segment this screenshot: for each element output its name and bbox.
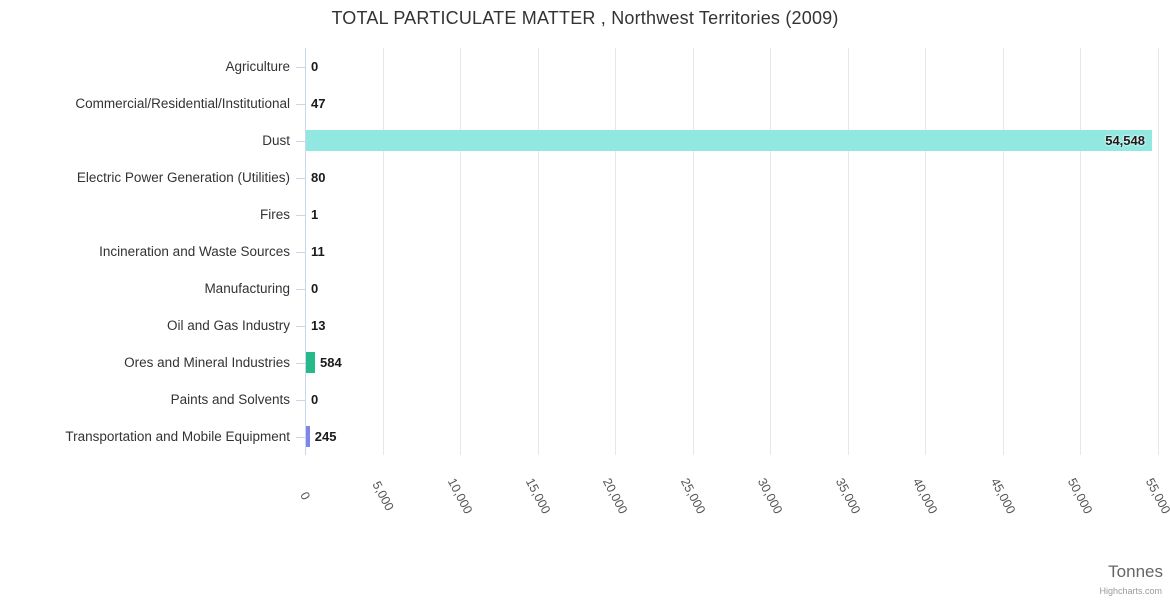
- gridline: [1002, 48, 1004, 455]
- value-label-transportation-and-mobile-equipment: 245: [314, 428, 337, 444]
- value-label-commercial-residential-institutional: 47: [311, 95, 326, 111]
- gridline: [1080, 48, 1082, 455]
- gridline: [537, 48, 539, 455]
- category-axis-tick: [296, 399, 305, 401]
- gridline: [925, 48, 927, 455]
- x-axis-tick-label: 40,000: [910, 475, 941, 517]
- x-axis-tick-label: 20,000: [600, 475, 631, 517]
- category-axis-tick: [296, 214, 305, 216]
- category-axis-tick: [296, 325, 305, 327]
- category-label-oil-and-gas-industry: Oil and Gas Industry: [166, 317, 290, 333]
- category-axis-line: [305, 48, 306, 455]
- category-axis-tick: [296, 103, 305, 105]
- category-label-incineration-and-waste-sources: Incineration and Waste Sources: [99, 243, 290, 259]
- value-label-agriculture: 0: [311, 58, 319, 74]
- x-axis-tick-label: 55,000: [1142, 475, 1170, 517]
- bar-dust[interactable]: [306, 130, 1152, 151]
- category-label-agriculture: Agriculture: [225, 58, 290, 74]
- x-axis-tick-label: 0: [297, 489, 313, 503]
- category-label-paints-and-solvents: Paints and Solvents: [170, 391, 290, 407]
- category-axis-tick: [296, 66, 305, 68]
- x-axis-tick-label: 5,000: [369, 478, 397, 514]
- category-axis-tick: [296, 177, 305, 179]
- bar-transportation-and-mobile-equipment[interactable]: [306, 426, 310, 447]
- x-axis-tick-label: 15,000: [522, 475, 553, 517]
- category-label-commercial-residential-institutional: Commercial/Residential/Institutional: [75, 95, 290, 111]
- x-axis-tick-label: 10,000: [444, 475, 476, 517]
- gridline: [692, 48, 694, 455]
- x-axis-title: Tonnes: [1108, 562, 1163, 581]
- category-axis-tick: [296, 288, 305, 290]
- x-axis-tick-label: 50,000: [1065, 475, 1096, 517]
- value-label-incineration-and-waste-sources: 11: [311, 243, 325, 259]
- value-label-electric-power-generation-utilities: 80: [311, 169, 326, 185]
- bar-ores-and-mineral-industries[interactable]: [306, 352, 316, 373]
- value-label-manufacturing: 0: [311, 280, 319, 296]
- gridline: [847, 48, 849, 455]
- gridline: [460, 48, 462, 455]
- x-axis-tick-label: 30,000: [755, 475, 786, 517]
- category-axis-tick: [296, 362, 305, 364]
- category-axis-tick: [296, 436, 305, 438]
- gridline: [770, 48, 772, 455]
- category-label-electric-power-generation-utilities: Electric Power Generation (Utilities): [76, 169, 290, 185]
- value-label-dust: 54,548: [1105, 132, 1145, 148]
- gridline: [382, 48, 384, 455]
- category-label-fires: Fires: [260, 206, 290, 222]
- highcharts-credits-link[interactable]: Highcharts.com: [1099, 586, 1162, 596]
- category-label-transportation-and-mobile-equipment: Transportation and Mobile Equipment: [65, 428, 290, 444]
- x-axis-tick-label: 45,000: [987, 475, 1019, 517]
- value-label-paints-and-solvents: 0: [311, 391, 319, 407]
- value-label-ores-and-mineral-industries: 584: [320, 354, 342, 370]
- category-axis-tick: [296, 251, 305, 253]
- value-label-oil-and-gas-industry: 13: [311, 317, 326, 333]
- value-label-fires: 1: [311, 206, 319, 222]
- gridline: [1158, 48, 1159, 455]
- category-label-dust: Dust: [262, 132, 290, 148]
- category-label-manufacturing: Manufacturing: [204, 280, 290, 296]
- chart-title: TOTAL PARTICULATE MATTER , Northwest Ter…: [331, 8, 839, 28]
- gridline: [615, 48, 617, 455]
- category-label-ores-and-mineral-industries: Ores and Mineral Industries: [124, 354, 290, 370]
- x-axis-tick-label: 35,000: [832, 475, 863, 517]
- category-axis-tick: [296, 140, 305, 142]
- x-axis-tick-label: 25,000: [677, 475, 708, 517]
